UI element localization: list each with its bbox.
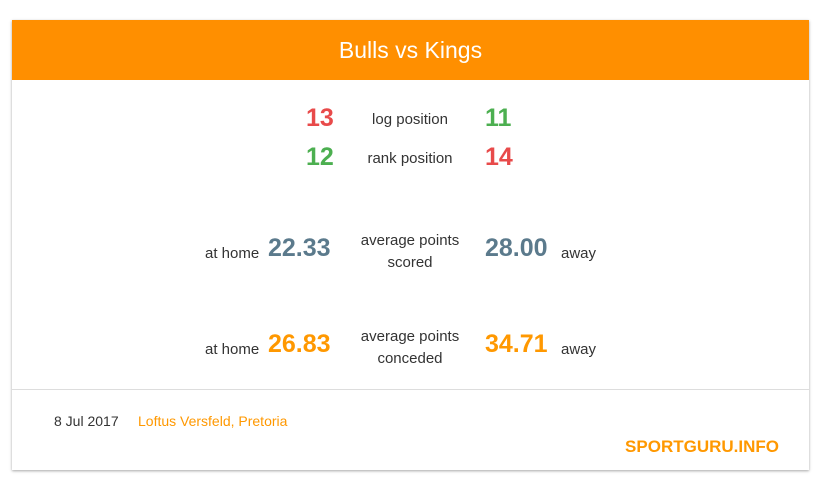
points-conceded-label: average points conceded [335, 326, 485, 370]
points-conceded-label-line1: average points [335, 326, 485, 348]
points-scored-label-line1: average points [335, 230, 485, 252]
home-points-conceded: 26.83 [268, 330, 331, 359]
points-scored-label-line2: scored [335, 252, 485, 274]
points-conceded-row: at home 26.83 average points conceded 34… [12, 326, 809, 376]
venue-link[interactable]: Loftus Versfeld, Pretoria [138, 413, 287, 429]
home-log-position: 13 [306, 104, 334, 133]
points-scored-label: average points scored [335, 230, 485, 274]
log-position-label: log position [335, 111, 485, 128]
away-log-position: 11 [485, 104, 511, 133]
footer-divider [12, 389, 809, 390]
log-position-row: 13 log position 11 [12, 104, 809, 136]
home-scored-label: at home [205, 245, 259, 262]
match-title: Bulls vs Kings [12, 20, 809, 80]
away-conceded-label: away [561, 341, 596, 358]
points-conceded-label-line2: conceded [335, 348, 485, 370]
brand-link[interactable]: SPORTGURU.INFO [625, 437, 779, 457]
away-points-scored: 28.00 [485, 234, 548, 263]
rank-position-row: 12 rank position 14 [12, 143, 809, 175]
home-rank-position: 12 [306, 143, 334, 172]
away-scored-label: away [561, 245, 596, 262]
away-rank-position: 14 [485, 143, 513, 172]
home-points-scored: 22.33 [268, 234, 331, 263]
rank-position-label: rank position [335, 150, 485, 167]
points-scored-row: at home 22.33 average points scored 28.0… [12, 230, 809, 280]
match-card: Bulls vs Kings 13 log position 11 12 ran… [12, 20, 809, 470]
home-conceded-label: at home [205, 341, 259, 358]
match-date: 8 Jul 2017 [54, 413, 119, 429]
away-points-conceded: 34.71 [485, 330, 548, 359]
